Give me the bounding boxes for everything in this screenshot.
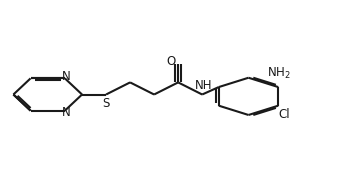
Text: Cl: Cl <box>279 108 290 121</box>
Text: O: O <box>166 55 175 68</box>
Text: NH$_2$: NH$_2$ <box>267 66 291 81</box>
Text: N: N <box>62 106 71 119</box>
Text: NH: NH <box>195 79 213 92</box>
Text: N: N <box>62 70 71 83</box>
Text: S: S <box>102 97 110 110</box>
